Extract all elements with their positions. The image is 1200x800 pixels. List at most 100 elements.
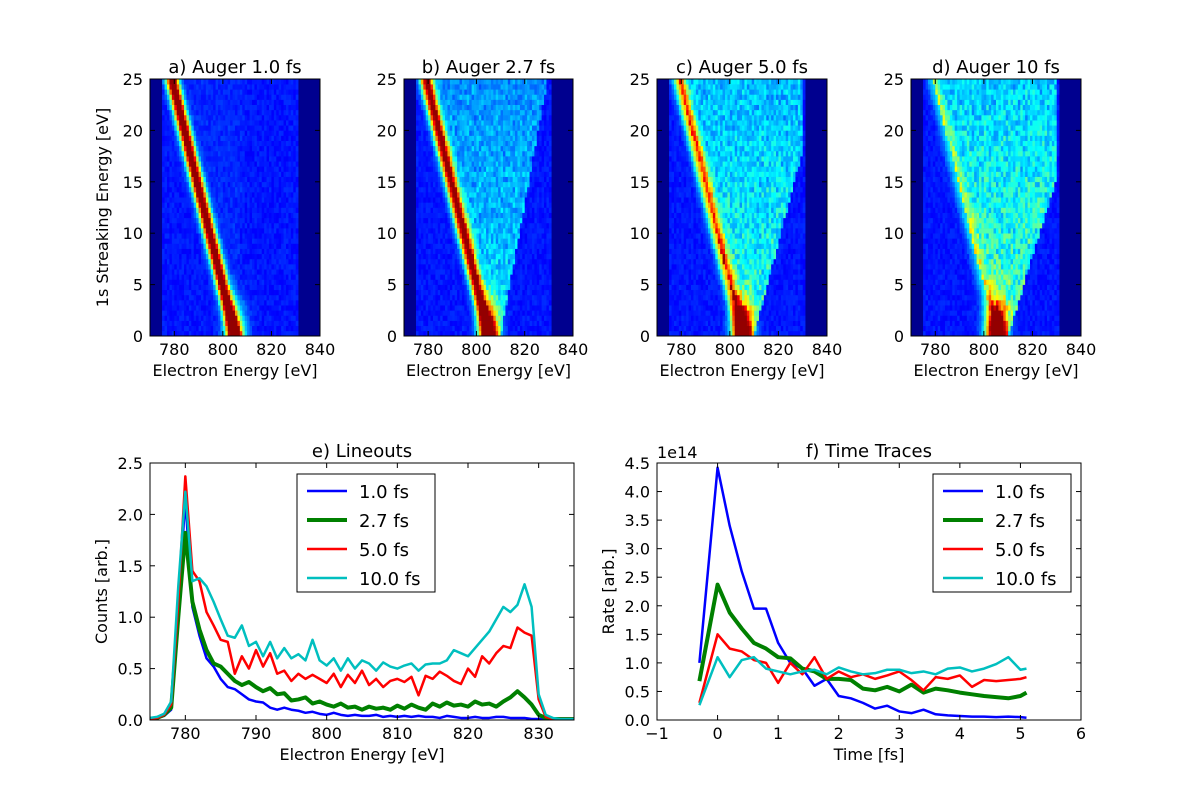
heatmap-cell	[447, 161, 451, 167]
heatmap-cell	[454, 325, 458, 332]
heatmap-cell	[483, 150, 487, 157]
heatmap-cell	[290, 109, 294, 116]
heatmap-cell	[474, 150, 477, 157]
heatmap-cell	[490, 310, 494, 316]
heatmap-cell	[488, 202, 492, 208]
heatmap-cell	[495, 186, 499, 193]
heatmap-cell	[519, 171, 523, 177]
heatmap-cell	[283, 330, 287, 337]
heatmap-cell	[252, 202, 255, 208]
heatmap-cell	[471, 289, 475, 296]
heatmap-cell	[286, 171, 289, 177]
heatmap-cell	[495, 228, 499, 234]
heatmap-cell	[201, 202, 204, 208]
heatmap-cell	[522, 156, 526, 162]
heatmap-cell	[198, 320, 202, 327]
heatmap-cell	[534, 274, 538, 280]
heatmap-cell	[459, 140, 463, 147]
heatmap-cell	[162, 310, 165, 316]
heatmap-cell	[454, 181, 458, 188]
heatmap-cell	[488, 253, 492, 260]
heatmap-cell	[295, 228, 299, 234]
heatmap-cell	[210, 135, 214, 141]
heatmap-cell	[188, 325, 192, 332]
heatmap-cell	[290, 228, 294, 234]
heatmap-cell	[222, 320, 226, 327]
heatmap-cell	[527, 217, 530, 224]
heatmap-cell	[519, 228, 523, 234]
heatmap-cell	[512, 233, 516, 239]
heatmap-cell	[471, 320, 475, 327]
heatmap-cell	[544, 320, 547, 327]
heatmap-cell	[420, 243, 424, 249]
heatmap-cell	[522, 248, 526, 255]
heatmap-cell	[288, 197, 292, 203]
heatmap-cell	[471, 192, 475, 198]
heatmap-cell	[288, 145, 292, 152]
heatmap-cell	[249, 212, 253, 219]
heatmap-cell	[203, 104, 207, 111]
heatmap-cell	[252, 320, 255, 327]
heatmap-cell	[261, 114, 265, 121]
heatmap-cell	[529, 300, 533, 306]
heatmap-cell	[247, 320, 250, 327]
heatmap-cell	[247, 305, 250, 311]
heatmap-cell	[510, 315, 513, 321]
heatmap-cell	[418, 248, 422, 255]
heatmap-cell	[237, 120, 241, 126]
heatmap-cell	[162, 99, 165, 105]
heatmap-cell	[423, 279, 427, 285]
heatmap-cell	[198, 284, 202, 291]
heatmap-cell	[278, 325, 282, 332]
heatmap-cell	[283, 289, 287, 296]
heatmap-cell	[259, 294, 263, 301]
heatmap-cell	[445, 140, 448, 147]
heatmap-cell	[266, 212, 270, 219]
heatmap-cell	[235, 150, 238, 157]
heatmap-cell	[428, 289, 431, 296]
heatmap-cell	[213, 330, 216, 337]
heatmap-cell	[186, 140, 190, 147]
heatmap-cell	[437, 150, 441, 157]
heatmap-cell	[432, 197, 436, 203]
heatmap-cell	[502, 248, 506, 255]
heatmap-cell	[281, 228, 284, 234]
heatmap-cell	[222, 233, 226, 239]
heatmap-cell	[517, 315, 521, 321]
heatmap-cell	[176, 294, 180, 301]
heatmap-cell	[544, 145, 547, 152]
heatmap-cell	[522, 279, 526, 285]
heatmap-cell	[167, 120, 170, 126]
heatmap-cell	[476, 161, 480, 167]
heatmap-cell	[505, 238, 509, 244]
heatmap-cell	[237, 294, 241, 301]
heatmap-cell	[278, 300, 282, 306]
heatmap-cell	[222, 264, 226, 270]
heatmap-cell	[447, 310, 451, 316]
heatmap-cell	[261, 253, 265, 260]
heatmap-cell	[281, 264, 284, 270]
heatmap-cell	[461, 274, 465, 280]
heatmap-cell	[293, 135, 297, 141]
heatmap-cell	[230, 197, 233, 203]
heatmap-cell	[249, 228, 253, 234]
heatmap-cell	[235, 125, 238, 131]
heatmap-cell	[179, 79, 182, 85]
heatmap-cell	[254, 248, 258, 255]
heatmap-cell	[432, 305, 436, 311]
heatmap-cell	[437, 274, 441, 280]
heatmap-cell	[546, 207, 550, 213]
heatmap-cell	[271, 207, 275, 213]
heatmap-cell	[495, 212, 499, 219]
heatmap-cell	[286, 325, 289, 332]
heatmap-cell	[493, 233, 497, 239]
heatmap-cell	[254, 233, 258, 239]
heatmap-cell	[454, 161, 458, 167]
heatmap-cell	[474, 176, 477, 183]
heatmap-cell	[222, 84, 226, 90]
heatmap-cell	[500, 253, 504, 260]
heatmap-cell	[437, 289, 441, 296]
heatmap-cell	[461, 171, 465, 177]
heatmap-cell	[220, 253, 224, 260]
heatmap-cell	[546, 274, 550, 280]
